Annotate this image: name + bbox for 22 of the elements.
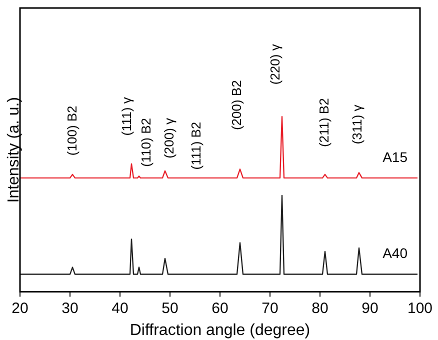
x-tick-label: 80 — [312, 300, 328, 317]
series-label: A15 — [382, 148, 408, 165]
text: (220) γ — [268, 44, 283, 85]
annotation: (110) B2 — [138, 118, 154, 167]
x-tick-label: 30 — [62, 300, 78, 317]
annotation: (111) γ — [118, 96, 134, 136]
x-tick-label: 50 — [162, 300, 178, 317]
series-label: A40 — [382, 245, 408, 262]
annotation: (200) B2 — [228, 80, 244, 130]
x-tick-label: 20 — [12, 300, 28, 317]
y-axis-title: Intensity (a. u.) — [5, 96, 22, 203]
x-tick-label: 70 — [262, 300, 278, 317]
annotation: (100) B2 — [64, 106, 80, 156]
x-axis-title: Diffraction angle (degree) — [130, 322, 310, 339]
annotation: (111) B2 — [188, 122, 204, 170]
annotation: (200) γ — [162, 117, 177, 158]
x-tick-label: 100 — [407, 300, 433, 317]
x-tick-label: 40 — [112, 300, 128, 317]
x-tick-label: 90 — [362, 300, 378, 317]
x-tick-label: 60 — [212, 300, 228, 317]
annotation: (211) B2 — [316, 98, 332, 148]
annotation: (311) γ — [350, 104, 365, 144]
